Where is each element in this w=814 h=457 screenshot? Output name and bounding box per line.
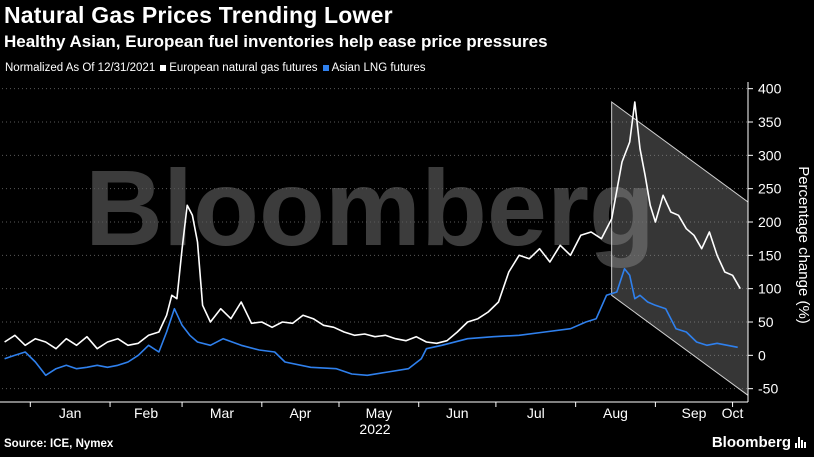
- y-axis-ticks: 400 350 300 250 200 150 100 50 0 -50: [747, 81, 782, 402]
- legend-swatch-asian: [322, 65, 329, 71]
- y-tick-label: 250: [758, 181, 782, 197]
- y-tick-label: 50: [758, 314, 774, 330]
- asian-lng-futuresline: [4, 267, 738, 377]
- european-natural-gas-futuresline: [4, 101, 741, 350]
- x-tick-label: Feb: [134, 405, 158, 421]
- trend-channel-shape: [611, 101, 749, 397]
- x-tick-label: Mar: [210, 405, 234, 421]
- y-tick-label: 0: [758, 347, 766, 363]
- brand-name: Bloomberg: [711, 434, 791, 451]
- y-tick-label: 350: [758, 114, 782, 130]
- watermark: Bloomberg: [85, 147, 655, 268]
- x-tick-label: Jan: [59, 405, 82, 421]
- x-tick-label: Oct: [722, 405, 744, 421]
- chart-title: Natural Gas Prices Trending Lower: [4, 2, 393, 28]
- y-tick-label: 150: [758, 247, 782, 263]
- x-axis-label: 2022: [359, 421, 390, 437]
- legend: Normalized As Of 12/31/2021 European nat…: [5, 62, 426, 74]
- gridlines: [2, 88, 748, 390]
- brand-logo: Bloomberg: [712, 434, 806, 451]
- legend-label-asian: Asian LNG futures: [331, 62, 426, 74]
- y-tick-label: -50: [758, 381, 778, 397]
- x-tick-label: Jun: [446, 405, 469, 421]
- trend-channel: [611, 101, 749, 397]
- legend-note: Normalized As Of 12/31/2021: [5, 62, 156, 74]
- source-note: Source: ICE, Nymex: [4, 438, 114, 450]
- y-axis-label: Percentage change (%): [795, 166, 812, 324]
- x-tick-label: Sep: [682, 405, 707, 421]
- y-tick-label: 400: [758, 81, 782, 97]
- x-tick-label: Jul: [527, 405, 545, 421]
- y-tick-label: 100: [758, 281, 782, 297]
- x-tick-label: May: [366, 405, 392, 421]
- legend-swatch-european: [160, 65, 167, 71]
- chart-subtitle: Healthy Asian, European fuel inventories…: [4, 32, 548, 51]
- y-tick-label: 300: [758, 147, 782, 163]
- x-tick-label: Apr: [290, 405, 312, 421]
- series-lines: [4, 101, 741, 377]
- legend-label-european: European natural gas futures: [169, 62, 318, 74]
- x-axis-ticks: Jan Feb Mar Apr May Jun Jul Aug Sep Oct: [0, 401, 748, 421]
- bar-chart-icon: [795, 437, 806, 448]
- x-tick-label: Aug: [603, 405, 628, 421]
- y-tick-label: 200: [758, 214, 782, 230]
